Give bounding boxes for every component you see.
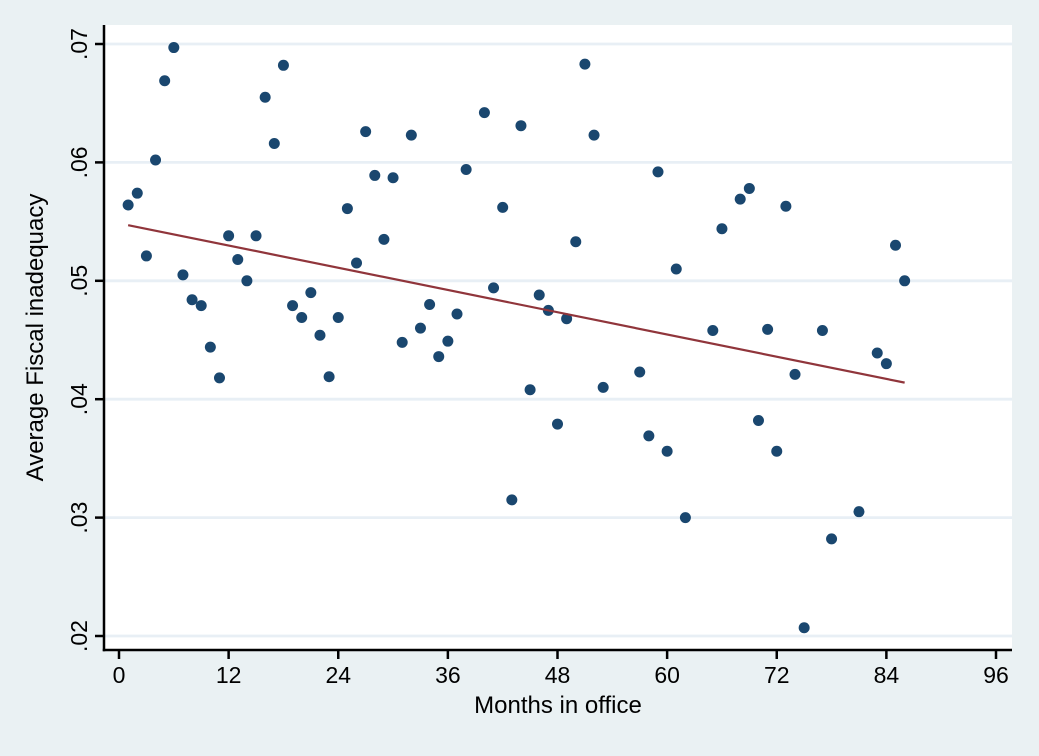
scatter-point <box>204 341 216 353</box>
scatter-point <box>259 91 271 103</box>
y-tick-label: .02 <box>66 620 92 652</box>
scatter-point <box>762 323 774 335</box>
scatter-point <box>442 335 454 347</box>
scatter-point <box>497 201 509 213</box>
scatter-point <box>360 126 372 138</box>
scatter-point <box>752 415 764 427</box>
y-tick-label: .03 <box>66 502 92 534</box>
scatter-point <box>853 506 865 518</box>
scatter-point <box>780 200 792 212</box>
scatter-point <box>186 294 198 306</box>
scatter-point <box>890 239 902 251</box>
scatter-point <box>789 368 801 380</box>
scatter-point <box>597 381 609 393</box>
fit-line <box>127 224 905 384</box>
scatter-point <box>771 445 783 457</box>
scatter-point <box>451 308 463 320</box>
scatter-point <box>369 169 381 181</box>
scatter-point <box>351 257 363 269</box>
scatter-point <box>140 250 152 262</box>
scatter-point <box>241 275 253 287</box>
x-tick-label: 84 <box>874 662 900 688</box>
scatter-point <box>670 263 682 275</box>
x-tick-label: 12 <box>216 662 242 688</box>
scatter-point <box>232 253 244 265</box>
scatter-point <box>533 289 545 301</box>
scatter-point <box>168 42 180 54</box>
scatter-point <box>341 203 353 215</box>
scatter-point <box>323 371 335 383</box>
x-tick-label: 48 <box>545 662 571 688</box>
scatter-point <box>414 322 426 334</box>
scatter-point <box>880 358 892 370</box>
x-axis-title: Months in office <box>474 692 642 719</box>
scatter-point <box>579 58 591 70</box>
y-axis-title: Average Fiscal inadequacy <box>22 194 49 482</box>
scatter-point <box>296 312 308 324</box>
scatter-point <box>150 154 162 166</box>
scatter-point <box>122 199 134 211</box>
scatter-point <box>223 230 235 242</box>
scatter-point <box>314 329 326 341</box>
scatter-point <box>524 384 536 396</box>
x-tick-label: 96 <box>983 662 1009 688</box>
scatter-point <box>131 187 143 199</box>
scatter-point <box>250 230 262 242</box>
scatter-point <box>826 533 838 545</box>
scatter-point <box>305 287 317 299</box>
scatter-point <box>268 137 280 149</box>
scatter-point <box>277 59 289 71</box>
scatter-point <box>661 445 673 457</box>
scatter-point <box>177 269 189 281</box>
scatter-point <box>679 512 691 524</box>
scatter-point <box>716 223 728 235</box>
scatter-point <box>460 164 472 176</box>
scatter-point <box>287 300 299 312</box>
x-tick-label: 24 <box>325 662 351 688</box>
scatter-point <box>424 298 436 310</box>
scatter-point <box>652 166 664 178</box>
y-tick-label: .06 <box>66 146 92 178</box>
y-tick-label: .04 <box>66 383 92 415</box>
scatter-point <box>159 75 171 87</box>
scatter-point <box>515 120 527 132</box>
scatter-point <box>396 336 408 348</box>
scatter-point <box>213 372 225 384</box>
y-tick-label: .07 <box>66 28 92 60</box>
scatter-point <box>743 182 755 194</box>
scatter-point <box>798 622 810 634</box>
x-tick-label: 60 <box>654 662 680 688</box>
y-tick-label: .05 <box>66 265 92 297</box>
scatter-point <box>378 233 390 245</box>
x-tick-label: 72 <box>764 662 790 688</box>
scatter-point <box>332 312 344 324</box>
scatter-point <box>478 107 490 119</box>
scatter-point <box>195 300 207 312</box>
plot-area <box>104 25 1012 650</box>
x-tick-label: 0 <box>113 662 126 688</box>
scatter-point <box>387 172 399 184</box>
scatter-point <box>634 366 646 378</box>
scatter-point <box>899 275 911 287</box>
scatter-point <box>488 282 500 294</box>
scatter-point <box>643 430 655 442</box>
scatter-point <box>816 325 828 337</box>
scatter-point <box>506 494 518 506</box>
scatter-point <box>707 325 719 337</box>
scatter-point <box>734 193 746 205</box>
scatter-point <box>588 129 600 141</box>
scatter-point <box>433 351 445 363</box>
x-tick-label: 36 <box>435 662 461 688</box>
scatter-point <box>405 129 417 141</box>
scatter-point <box>552 418 563 430</box>
scatter-point <box>570 236 582 248</box>
scatter-point <box>871 347 883 359</box>
scatter-point <box>561 313 573 325</box>
